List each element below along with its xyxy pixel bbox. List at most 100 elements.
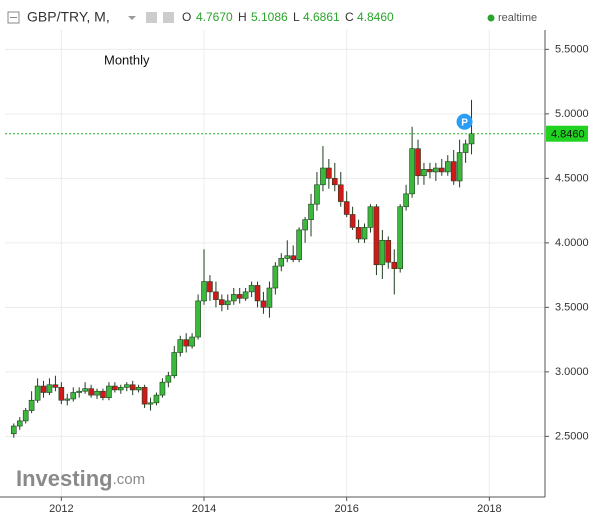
candle-body <box>266 287 273 308</box>
candle-body <box>117 387 124 391</box>
high-label: H <box>238 10 247 24</box>
open-label: O <box>182 10 191 24</box>
candle-body <box>64 398 71 401</box>
interval: Monthly <box>104 52 150 67</box>
candle-body <box>242 291 249 299</box>
candle-body <box>367 206 374 228</box>
y-tick-label: 3.5000 <box>555 301 589 313</box>
candle-body <box>106 385 112 398</box>
candle-body <box>248 285 255 293</box>
x-tick-label: 2018 <box>477 503 501 515</box>
y-tick-label: 3.0000 <box>555 366 589 378</box>
candle-body <box>254 285 261 302</box>
y-tick-label: 5.5000 <box>555 43 589 55</box>
candle-body <box>213 291 219 300</box>
candle-body <box>195 300 201 338</box>
grid <box>5 30 545 497</box>
candle-body <box>290 255 296 260</box>
close-quote: 4.8460 <box>357 10 394 24</box>
dropdown-arrow[interactable] <box>128 16 136 20</box>
candle-body <box>349 214 356 228</box>
marker-label: P <box>461 117 468 128</box>
candle-body <box>76 390 82 393</box>
candle-body <box>314 184 320 205</box>
candle-body <box>415 148 421 177</box>
candle-body <box>147 402 154 405</box>
candle-body <box>260 300 267 308</box>
candle-body <box>272 265 279 289</box>
candle-body <box>450 161 457 182</box>
candle-body <box>456 152 463 182</box>
close-icon[interactable] <box>163 12 174 23</box>
candle-body <box>82 388 88 392</box>
low-label: L <box>293 10 300 24</box>
open-quote: 4.7670 <box>196 10 233 24</box>
high-quote: 5.1086 <box>251 10 288 24</box>
last-price-box <box>546 125 588 142</box>
candle-body <box>34 385 41 401</box>
x-tick-label: 2016 <box>334 503 358 515</box>
candle-body <box>278 258 285 267</box>
candle-body <box>331 178 338 186</box>
candle-body <box>433 167 439 173</box>
candle-body <box>22 410 29 422</box>
status: realtime <box>498 12 537 24</box>
candle-body <box>230 294 237 302</box>
symbol: GBP/TRY, M, <box>27 9 110 25</box>
y-tick-label: 4.0000 <box>555 237 589 249</box>
candle-body <box>296 229 302 260</box>
candle-body <box>391 261 398 269</box>
candle-body <box>462 143 469 153</box>
x-tick-label: 2012 <box>49 503 73 515</box>
y-tick-label: 4.5000 <box>555 172 589 184</box>
candle-body <box>88 388 94 396</box>
candle-body <box>284 255 291 259</box>
candle-body <box>343 201 350 215</box>
candle-body <box>201 281 207 302</box>
candles <box>10 99 475 438</box>
candle-body <box>153 394 160 404</box>
candle-body <box>58 387 65 401</box>
candle-body <box>385 239 392 263</box>
candle-body <box>361 227 368 240</box>
candle-body <box>135 387 142 391</box>
candle-body <box>308 203 314 220</box>
candle-body <box>112 385 118 391</box>
candle-body <box>159 381 166 396</box>
candle-body <box>171 352 178 377</box>
brand: Investing.com <box>16 466 145 491</box>
candle-body <box>141 387 148 405</box>
status-dot <box>487 14 495 22</box>
candle-body <box>100 390 106 398</box>
candle-body <box>177 339 184 353</box>
candle-body <box>468 133 475 145</box>
candle-body <box>46 384 53 393</box>
candle-body <box>421 169 427 177</box>
marker-circle <box>456 113 473 130</box>
candle-body <box>52 384 59 388</box>
candle-body <box>165 375 172 383</box>
candle-body <box>337 184 344 202</box>
candle-body <box>379 239 386 266</box>
candle-body <box>189 336 195 347</box>
candle-body <box>224 300 231 306</box>
candle-body <box>183 339 189 347</box>
candle-body <box>207 281 213 293</box>
candle-body <box>70 392 77 400</box>
settings-icon[interactable] <box>146 12 157 23</box>
y-tick-label: 2.5000 <box>555 430 589 442</box>
candle-body <box>40 385 47 393</box>
candle-body <box>10 425 17 435</box>
candle-body <box>444 161 451 173</box>
candle-body <box>373 206 380 266</box>
candle-body <box>397 206 403 269</box>
collapse-icon[interactable] <box>7 11 20 24</box>
brand-name: Investing <box>16 466 113 491</box>
candle-body <box>219 299 225 306</box>
candle-body <box>302 219 308 231</box>
candle-body <box>438 167 445 173</box>
candle-body <box>355 227 362 240</box>
candle-body <box>129 384 136 391</box>
low-quote: 4.6861 <box>303 10 340 24</box>
